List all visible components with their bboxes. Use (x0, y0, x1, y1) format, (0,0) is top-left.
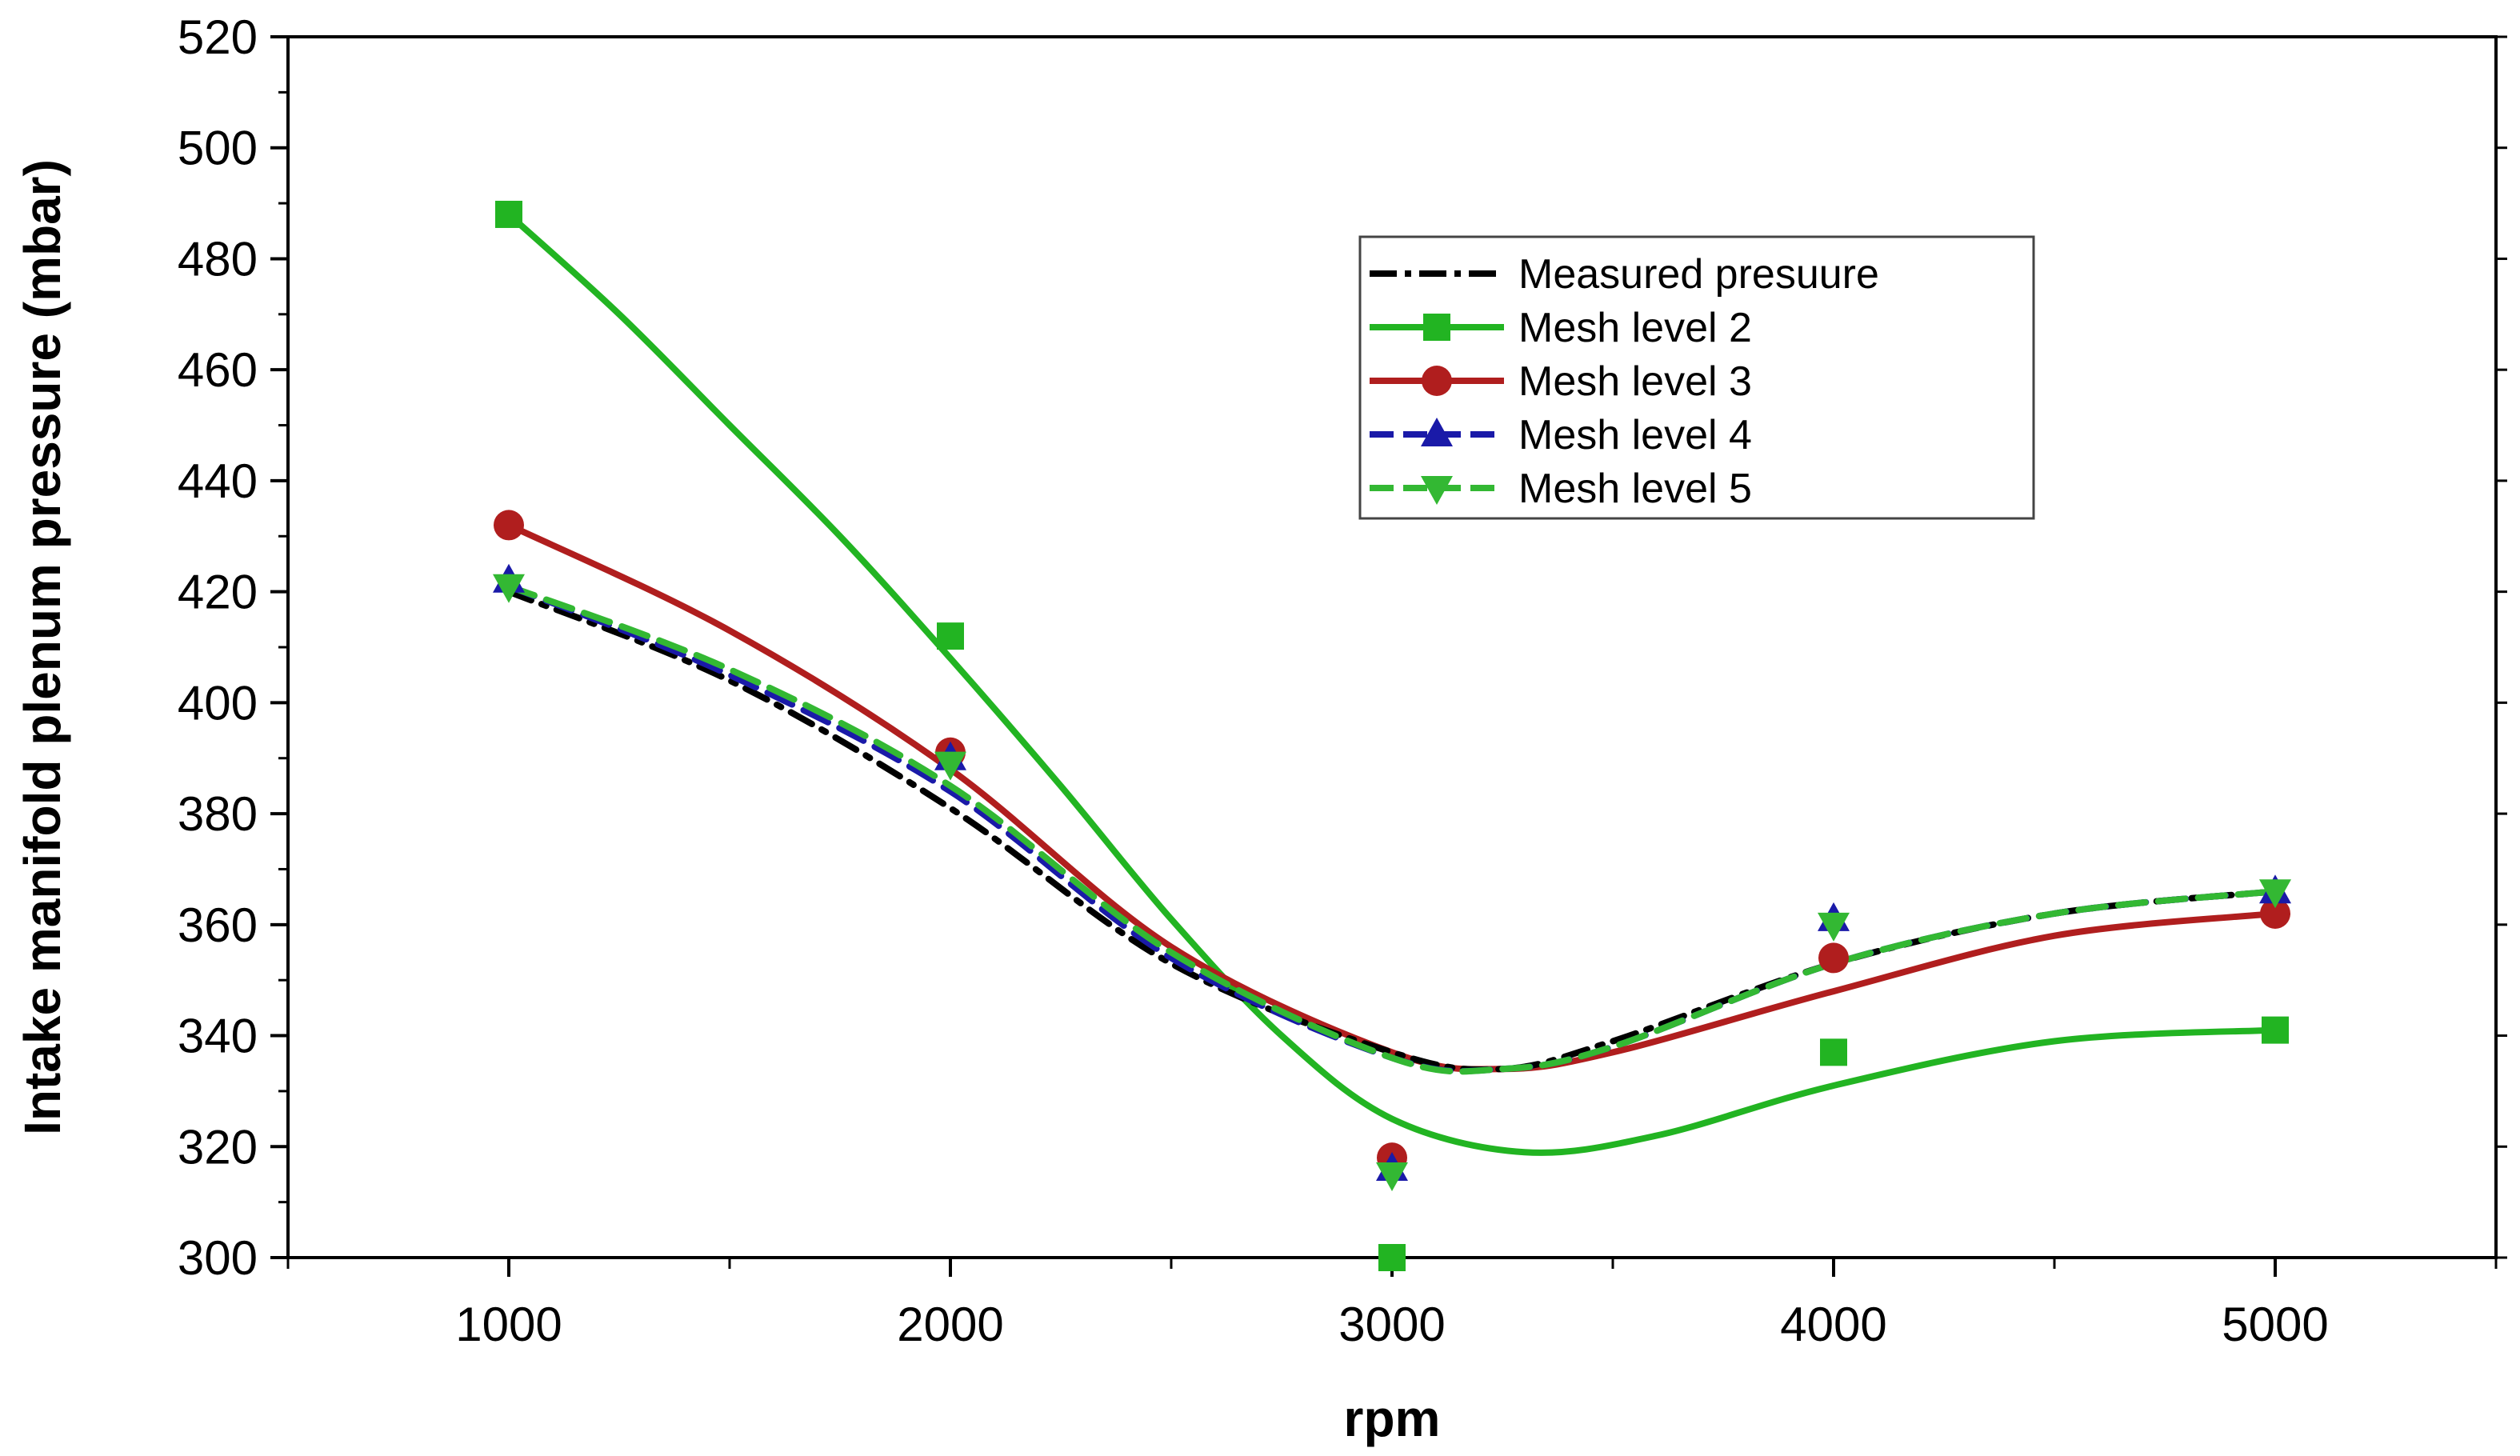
data-point-series-1 (1820, 1038, 1847, 1066)
legend-label: Mesh level 4 (1518, 412, 1752, 458)
series-line-4 (506, 582, 2278, 1075)
y-tick-label: 420 (178, 566, 258, 619)
data-point-series-4 (1818, 912, 1850, 942)
series-line-2 (506, 522, 2278, 1073)
y-tick-label: 320 (178, 1120, 258, 1174)
y-tick-label: 340 (178, 1010, 258, 1063)
data-point-series-1 (495, 200, 522, 228)
y-tick-label: 480 (178, 232, 258, 286)
series-markers (493, 200, 2291, 1271)
x-axis: 1000 2000 3000 4000 5000 (286, 1258, 2498, 1351)
legend-label: Measured presuure (1518, 251, 1879, 298)
data-point-series-2 (1818, 942, 1849, 974)
y-tick-label: 300 (178, 1231, 258, 1285)
y-tick-label: 460 (178, 343, 258, 397)
legend-marker (1422, 366, 1452, 396)
data-point-series-2 (494, 510, 524, 541)
x-tick-label: 2000 (897, 1298, 1003, 1351)
legend-label: Mesh level 2 (1518, 305, 1752, 351)
data-point-series-4 (934, 751, 966, 781)
data-point-series-1 (2262, 1016, 2289, 1044)
y-tick-label: 400 (178, 676, 258, 730)
legend: Measured presuure Mesh level 2 Mesh level … (1358, 235, 2035, 520)
y-tick-label: 500 (178, 122, 258, 175)
y-axis: 300 320 340 360 380 400 420 440 460 480 500 520 (178, 10, 2507, 1285)
y-axis-title: Intake manifold plenum pressure (mbar) (14, 159, 71, 1135)
data-point-series-2 (2260, 898, 2290, 929)
x-tick-label: 5000 (2222, 1298, 2328, 1351)
x-axis-title: rpm (1344, 1390, 1441, 1447)
x-tick-label: 4000 (1780, 1298, 1886, 1351)
x-tick-label: 3000 (1338, 1298, 1445, 1351)
data-point-series-1 (1378, 1244, 1406, 1271)
legend-marker (1421, 418, 1453, 446)
data-point-series-4 (1376, 1162, 1408, 1191)
legend-label: Mesh level 3 (1518, 358, 1752, 405)
data-point-series-4 (2259, 879, 2291, 909)
plot-frame (286, 35, 2498, 1259)
legend-marker (1421, 476, 1453, 505)
legend-label: Mesh level 5 (1518, 466, 1752, 512)
y-tick-label: 440 (178, 454, 258, 508)
series-curves (506, 211, 2278, 1156)
data-point-series-1 (937, 622, 964, 650)
y-tick-label: 520 (178, 10, 258, 64)
data-point-series-4 (493, 574, 525, 603)
y-tick-label: 360 (178, 898, 258, 952)
y-tick-label: 380 (178, 787, 258, 841)
x-tick-label: 1000 (455, 1298, 562, 1351)
legend-marker (1423, 314, 1450, 341)
series-line-0 (506, 588, 2278, 1073)
